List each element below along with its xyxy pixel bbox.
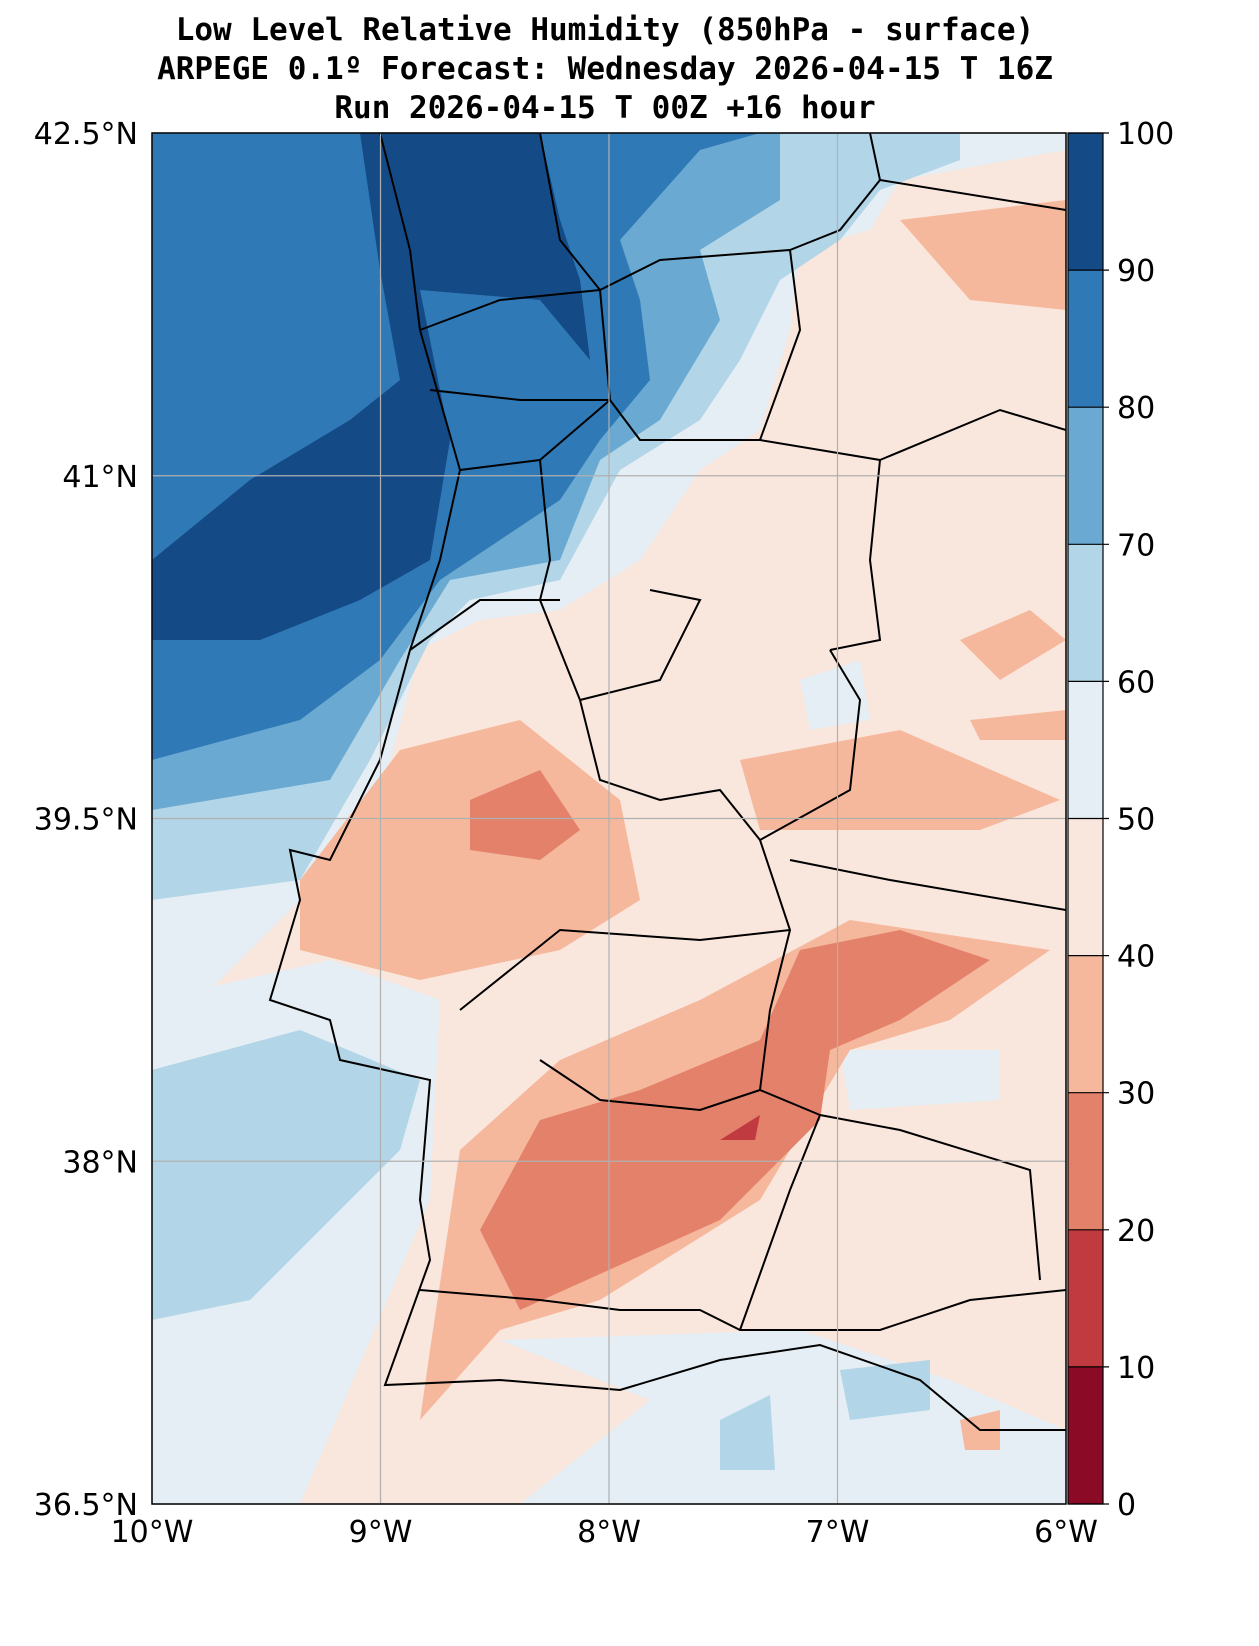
contour-region-20-30 [470,770,580,860]
colorbar-segment [1068,681,1103,819]
boundary-line [538,133,822,1331]
colorbar-segment [1068,133,1103,271]
contour-region-30-40 [970,710,1066,740]
contour-region-60-70 [720,1395,775,1470]
boundary-line [459,459,541,471]
colorbar-tick-label: 100 [1117,117,1174,152]
boundary-line [429,389,610,401]
colorbar-segment [1068,818,1103,956]
x-tick-label: 7°W [806,1515,870,1550]
axes: 10°W 9°W 8°W 7°W 6°W 42.5°N 41°N 39.5°N 38°N 36.5… [34,117,1098,1550]
boundary-line [409,599,560,651]
y-tick-label: 36.5°N [34,1488,138,1523]
boundary-line [459,928,791,1011]
boundary-line [759,439,882,651]
contour-region-30-40 [900,200,1066,310]
boundary-line [419,289,601,331]
colorbar-segment [1068,955,1103,1093]
contour-region-30-40 [960,610,1066,680]
colorbar-segment [1068,1092,1103,1230]
contour-region-10-20 [720,1115,760,1140]
coastlines-borders [268,133,1066,1431]
boundary-line [599,248,802,441]
x-tick-label: 9°W [349,1515,413,1550]
colorbar: 0 10 20 30 40 50 60 70 80 90 100 [1067,117,1174,1523]
boundary-line [879,179,1066,211]
contour-region-90-100 [152,133,590,640]
colorbar-tick-label: 20 [1117,1214,1155,1249]
colorbar-segment [1068,270,1103,408]
title-line-1: Low Level Relative Humidity (850hPa - su… [175,12,1035,48]
colorbar-tick-label: 10 [1117,1351,1155,1386]
colorbar-segment [1068,1366,1103,1504]
boundary-line [789,133,882,251]
colorbar-tick-label: 30 [1117,1077,1155,1112]
colorbar-tick-label: 60 [1117,665,1155,700]
x-tick-label: 8°W [577,1515,641,1550]
x-tick-label: 10°W [111,1515,194,1550]
boundary-line [789,859,1066,911]
boundary-line [419,1289,1066,1331]
boundary-line [879,408,1066,461]
boundary-line [579,589,702,701]
boundary-line [759,649,862,841]
colorbar-segment [1068,407,1103,545]
colorbar-segment [1068,1229,1103,1367]
y-tick-label: 39.5°N [34,803,138,838]
contour-region-20-30 [480,930,990,1310]
contour-region-60-70 [152,1030,420,1320]
y-tick-label: 38°N [62,1145,138,1180]
y-tick-label: 42.5°N [34,117,138,152]
y-tick-label: 41°N [62,460,138,495]
colorbar-tick-label: 50 [1117,803,1155,838]
colorbar-tick-label: 70 [1117,528,1155,563]
colorbar-tick-label: 80 [1117,391,1155,426]
boundary-line [539,1059,761,1112]
map-frame [151,132,1067,1505]
x-tick-label: 6°W [1034,1515,1098,1550]
colorbar-frame [1067,132,1104,1505]
title-line-2: ARPEGE 0.1º Forecast: Wednesday 2026-04-… [157,51,1053,87]
colorbar-segment [1068,544,1103,682]
contour-region-50-60 [840,1050,1000,1110]
colorbar-tick-label: 0 [1117,1488,1136,1523]
colorbar-tick-label: 40 [1117,940,1155,975]
contour-region-60-70 [840,1360,930,1420]
title-line-3: Run 2026-04-15 T 00Z +16 hour [334,90,876,126]
contour-region-30-40 [740,730,1060,830]
colorbar-tick-label: 90 [1117,254,1155,289]
contour-region-50-60 [800,660,870,730]
boundary-line [819,1114,1041,1281]
